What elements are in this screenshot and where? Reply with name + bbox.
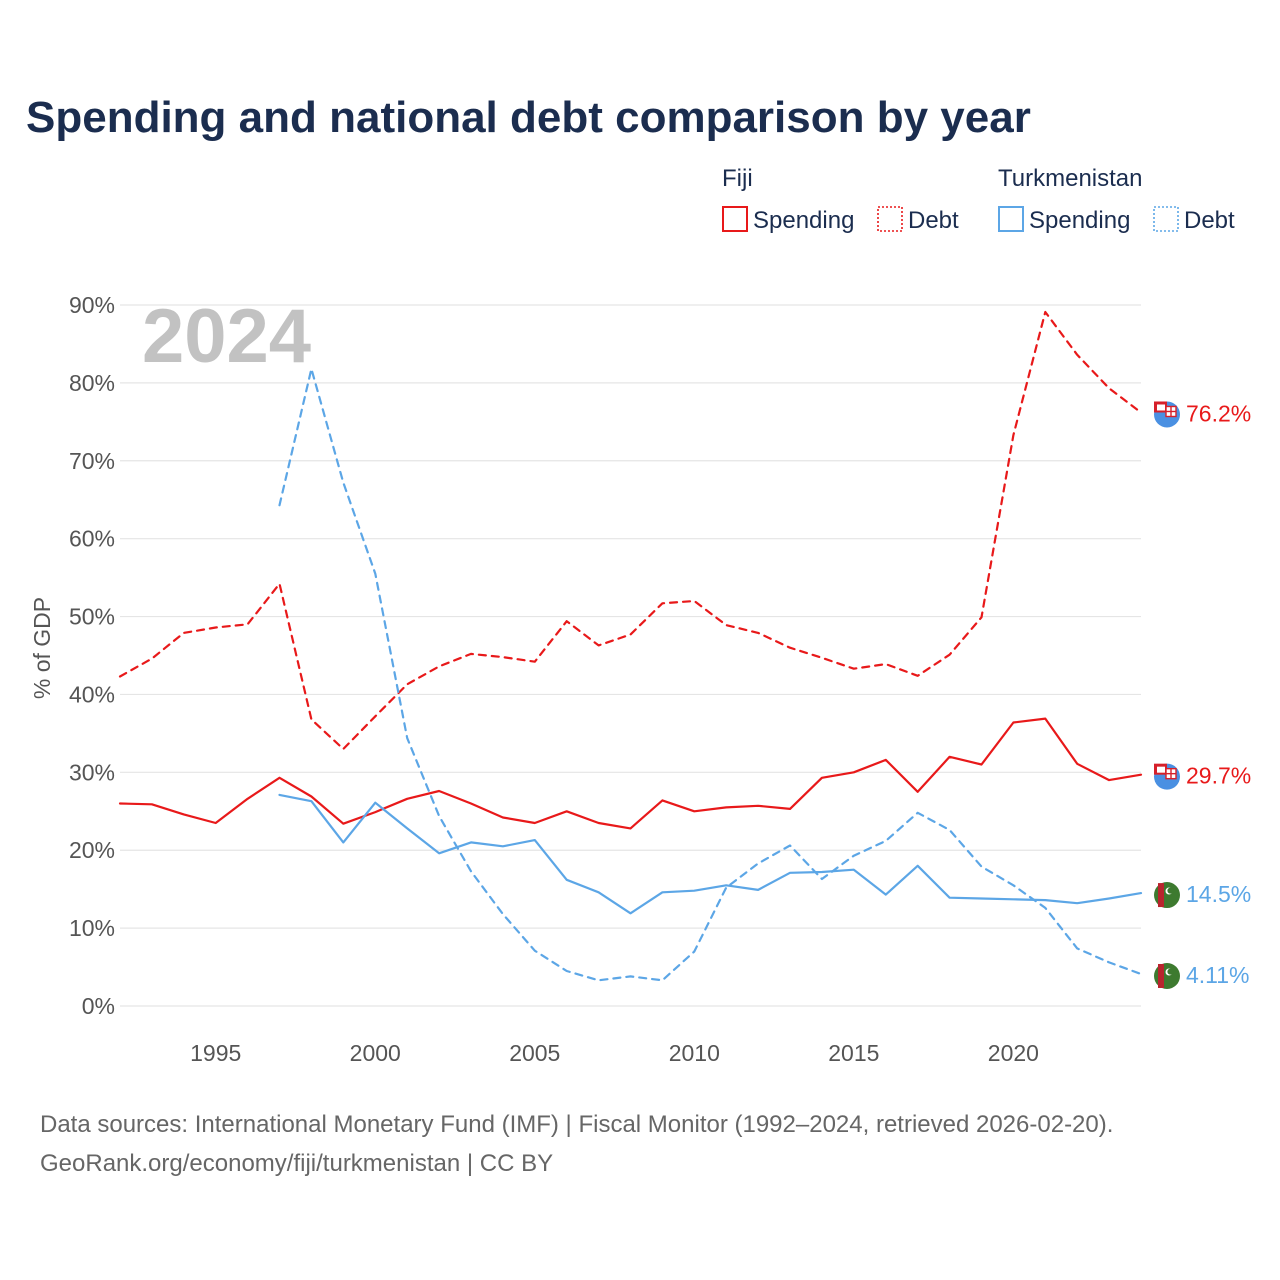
legend-label-turkmenistan-debt: Debt bbox=[1184, 207, 1235, 234]
y-tick-label: 30% bbox=[69, 759, 115, 785]
legend-label-turkmenistan-spending: Spending bbox=[1029, 207, 1130, 234]
series-line-fiji-debt bbox=[118, 310, 1143, 751]
y-tick-label: 40% bbox=[69, 681, 115, 707]
flag-turkmenistan-crescent-cut bbox=[1167, 887, 1174, 894]
footer-source: Data sources: International Monetary Fun… bbox=[40, 1111, 1113, 1138]
y-tick-label: 70% bbox=[69, 448, 115, 474]
legend-label-fiji-debt: Debt bbox=[908, 207, 959, 234]
flag-icon-fiji bbox=[1154, 763, 1180, 790]
x-tick-label: 2015 bbox=[828, 1040, 879, 1066]
legend-label-fiji-spending: Spending bbox=[753, 207, 854, 234]
y-tick-label: 60% bbox=[69, 526, 115, 552]
x-tick-label: 2005 bbox=[509, 1040, 560, 1066]
x-tick-label: 1995 bbox=[190, 1040, 241, 1066]
legend-country-turkmenistan: Turkmenistan bbox=[998, 165, 1143, 192]
flag-turkmenistan-crescent-cut bbox=[1167, 968, 1174, 975]
legend-swatch-fiji-debt bbox=[877, 206, 903, 232]
series-line-fiji-spending bbox=[118, 717, 1143, 830]
series-line-turkmenistan-spending bbox=[278, 793, 1143, 915]
x-tick-label: 2010 bbox=[669, 1040, 720, 1066]
legend-country-fiji: Fiji bbox=[722, 165, 753, 192]
y-tick-label: 50% bbox=[69, 604, 115, 630]
flag-icon-fiji bbox=[1154, 401, 1180, 428]
y-tick-label: 0% bbox=[82, 993, 115, 1019]
end-markers: 76.2% 29.7% 14.5% 4.11% bbox=[1154, 400, 1251, 989]
y-axis-ticks: 0% 10% 20% 30% 40% 50% 60% 70% 80% 90% bbox=[69, 292, 115, 1019]
flag-fiji-union-inner bbox=[1157, 766, 1165, 773]
y-tick-label: 80% bbox=[69, 370, 115, 396]
x-axis-ticks: 1995 2000 2005 2010 2015 2020 bbox=[190, 1040, 1039, 1066]
series-line-turkmenistan-debt bbox=[278, 367, 1143, 982]
footer-attribution: GeoRank.org/economy/fiji/turkmenistan | … bbox=[40, 1150, 553, 1177]
flag-icon-turkmenistan bbox=[1154, 882, 1180, 909]
y-tick-label: 10% bbox=[69, 915, 115, 941]
y-tick-label: 90% bbox=[69, 292, 115, 318]
legend-swatch-fiji-spending bbox=[722, 206, 748, 232]
legend-swatch-turkmenistan-debt bbox=[1153, 206, 1179, 232]
series-layer bbox=[118, 310, 1143, 982]
end-label-turkmenistan-spending: 14.5% bbox=[1186, 881, 1251, 907]
y-tick-label: 20% bbox=[69, 837, 115, 863]
gridlines bbox=[120, 304, 1141, 1007]
end-label-fiji-spending: 29.7% bbox=[1186, 763, 1251, 789]
end-label-turkmenistan-debt: 4.11% bbox=[1186, 962, 1250, 988]
end-label-fiji-debt: 76.2% bbox=[1186, 400, 1251, 426]
chart-title: Spending and national debt comparison by… bbox=[26, 93, 1031, 142]
y-axis-label: % of GDP bbox=[29, 597, 55, 699]
flag-turkmenistan-carpet bbox=[1158, 963, 1164, 988]
flag-turkmenistan-field bbox=[1154, 882, 1180, 909]
legend-swatch-turkmenistan-spending bbox=[998, 206, 1024, 232]
flag-fiji-union-inner bbox=[1157, 404, 1165, 411]
x-tick-label: 2000 bbox=[350, 1040, 401, 1066]
flag-turkmenistan-field bbox=[1154, 962, 1180, 989]
x-tick-label: 2020 bbox=[988, 1040, 1039, 1066]
flag-turkmenistan-carpet bbox=[1158, 883, 1164, 908]
flag-icon-turkmenistan bbox=[1154, 962, 1180, 989]
year-watermark: 2024 bbox=[142, 294, 311, 379]
